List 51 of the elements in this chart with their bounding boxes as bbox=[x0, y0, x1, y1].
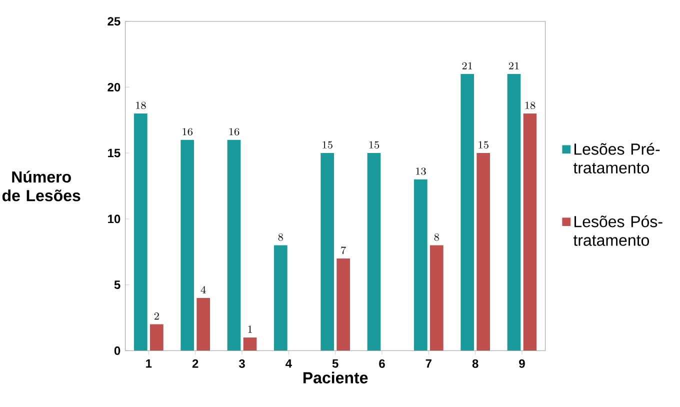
bar bbox=[523, 114, 537, 351]
data-label: 2 bbox=[154, 312, 159, 320]
y-tick-label: 15 bbox=[108, 149, 120, 158]
bar bbox=[150, 324, 164, 351]
bar bbox=[180, 140, 194, 351]
x-tick-label: 7 bbox=[426, 360, 432, 368]
x-tick-label: 6 bbox=[379, 360, 385, 368]
y-tick-label: 10 bbox=[108, 214, 120, 224]
data-label: 8 bbox=[278, 234, 284, 241]
y-tick-label: 20 bbox=[108, 83, 120, 92]
bar bbox=[430, 245, 444, 351]
bar bbox=[243, 338, 257, 351]
bar bbox=[196, 298, 210, 351]
bar bbox=[367, 153, 381, 351]
legend-label: Lesões Pós-tratamento bbox=[573, 216, 662, 246]
bar bbox=[476, 153, 490, 351]
data-label: 21 bbox=[462, 62, 472, 70]
data-label: 18 bbox=[525, 102, 536, 110]
data-label: 16 bbox=[229, 128, 240, 136]
bar bbox=[460, 74, 474, 351]
data-label: 16 bbox=[182, 128, 193, 136]
x-tick-label: 1 bbox=[146, 360, 152, 368]
bar bbox=[507, 74, 521, 351]
y-axis-title: Número de Lesões bbox=[2, 170, 80, 202]
data-label: 13 bbox=[416, 168, 426, 176]
data-label: 18 bbox=[136, 102, 146, 110]
x-tick-label: 9 bbox=[519, 360, 525, 368]
bar bbox=[414, 180, 428, 351]
bar bbox=[134, 114, 148, 351]
data-label: 4 bbox=[200, 286, 206, 294]
data-label: 1 bbox=[248, 326, 252, 333]
x-tick-label: 4 bbox=[286, 360, 292, 368]
data-label: 15 bbox=[478, 141, 488, 149]
y-tick-label: 5 bbox=[114, 280, 120, 290]
bar bbox=[227, 140, 241, 351]
x-tick-label: 2 bbox=[192, 360, 198, 368]
y-tick-label: 0 bbox=[114, 346, 120, 356]
bar bbox=[336, 258, 350, 351]
bar bbox=[320, 153, 334, 351]
x-tick-label: 8 bbox=[472, 360, 478, 368]
data-label: 8 bbox=[434, 234, 440, 241]
data-label: 21 bbox=[508, 62, 519, 70]
x-tick-label: 5 bbox=[332, 360, 338, 368]
legend-label: Lesões Pré-tratamento bbox=[573, 143, 660, 174]
y-tick-label: 25 bbox=[108, 17, 120, 26]
bar bbox=[274, 245, 288, 351]
data-label: 15 bbox=[322, 141, 332, 149]
data-label: 15 bbox=[369, 141, 380, 149]
x-tick-label: 3 bbox=[238, 360, 245, 368]
x-axis-title: Paciente bbox=[303, 372, 368, 384]
data-label: 7 bbox=[341, 246, 346, 254]
